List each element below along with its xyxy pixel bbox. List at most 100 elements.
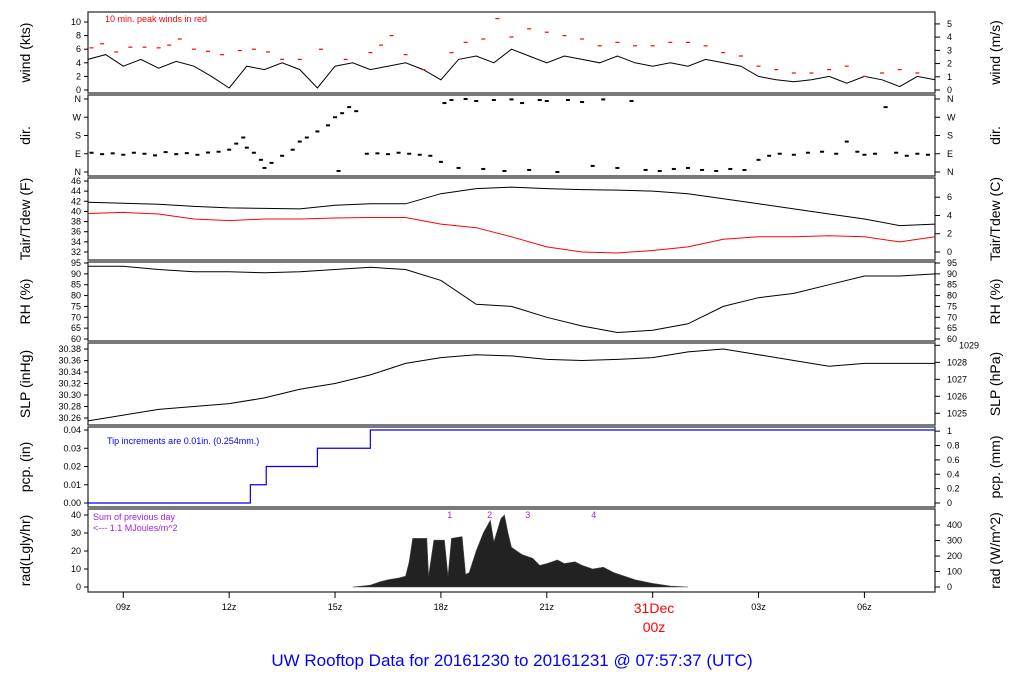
y-tick-label: 32 xyxy=(71,247,81,257)
dir-point xyxy=(520,102,525,105)
dir-point xyxy=(580,101,585,104)
rad-area xyxy=(352,514,689,588)
dir-point xyxy=(336,169,341,172)
y-axis-label: RH (%) xyxy=(17,279,33,325)
y-tick-label: N xyxy=(75,94,82,104)
y-axis-label: SLP (inHg) xyxy=(17,350,33,418)
y-tick-label-right: 65 xyxy=(947,323,957,333)
y-tick-label-right: 0 xyxy=(947,85,952,95)
dir-point xyxy=(700,168,705,171)
y-tick-label-right: 1 xyxy=(947,426,952,436)
dir-point xyxy=(131,151,136,154)
y-axis-label-right: pcp. (mm) xyxy=(987,436,1003,499)
dir-point xyxy=(184,152,189,155)
y-tick-label: 40 xyxy=(71,206,81,216)
y-tick-label-right: 1026 xyxy=(947,391,967,401)
y-tick-label: 42 xyxy=(71,196,81,206)
date-marker-hour: 00z xyxy=(643,619,666,635)
pcp-line xyxy=(88,429,935,504)
rad-marker-label: 1 xyxy=(447,510,452,520)
dir-point xyxy=(491,99,496,102)
dir-point xyxy=(375,152,380,155)
dir-point xyxy=(862,153,867,156)
y-tick-label: 30.38 xyxy=(58,344,81,354)
panel-frame xyxy=(87,177,936,261)
wind-speed-line xyxy=(87,48,936,89)
dir-point xyxy=(728,167,733,170)
dir-point xyxy=(100,153,105,156)
y-tick-label: 38 xyxy=(71,217,81,227)
dir-point xyxy=(234,142,239,145)
y-tick-label: 44 xyxy=(71,186,81,196)
dir-point xyxy=(142,152,147,155)
y-tick-label-right: W xyxy=(947,112,956,122)
x-tick-label: 18z xyxy=(434,602,449,612)
dir-point xyxy=(354,110,359,113)
dir-point xyxy=(537,99,542,102)
dir-point xyxy=(297,140,302,143)
dir-point xyxy=(241,136,246,139)
dir-point xyxy=(509,98,514,101)
dir-point xyxy=(262,166,267,169)
dir-point xyxy=(555,171,560,173)
dir-point xyxy=(449,99,454,102)
dir-point xyxy=(883,106,888,109)
dir-point xyxy=(340,112,345,115)
panel-pcp: pcp. (in) pcp. (mm) 0.00 0.01 0.02 0.03 0.04 0 0… xyxy=(17,425,1003,508)
dir-point xyxy=(834,152,839,155)
y-axis-label-right: RH (%) xyxy=(987,279,1003,325)
y-tick-label: 0.02 xyxy=(63,462,81,472)
y-tick-label: 30.26 xyxy=(58,413,81,423)
y-tick-label-right: 4 xyxy=(947,210,952,220)
y-tick-label-right: 3 xyxy=(947,45,952,55)
y-axis-label: rad(Lgly/hr) xyxy=(17,515,33,587)
dir-point xyxy=(791,153,796,156)
dir-point xyxy=(742,168,747,171)
y-tick-label: 2 xyxy=(76,71,81,81)
y-tick-label: 10 xyxy=(71,564,81,574)
dir-point xyxy=(174,153,179,156)
y-tick-label-right: 1027 xyxy=(947,374,967,384)
dir-point xyxy=(643,168,648,171)
y-tick-label: 34 xyxy=(71,237,81,247)
y-tick-label-right: E xyxy=(947,149,953,159)
y-tick-label: 6 xyxy=(76,44,81,54)
y-tick-label: 30.30 xyxy=(58,390,81,400)
dir-point xyxy=(844,140,849,143)
dir-point xyxy=(347,106,352,109)
dir-point xyxy=(590,164,595,167)
y-axis-label: Tair/Tdew (F) xyxy=(17,178,33,260)
rad-marker-label: 4 xyxy=(591,510,596,520)
y-tick-label-right: 0 xyxy=(947,247,952,257)
rad-marker-label: 3 xyxy=(525,510,530,520)
x-tick-label: 06z xyxy=(857,602,872,612)
dir-point xyxy=(304,136,309,139)
y-tick-label: 20 xyxy=(71,546,81,556)
rad-annotation-sum: Sum of previous day xyxy=(93,512,176,522)
dir-point xyxy=(290,148,295,151)
y-tick-label: W xyxy=(73,112,82,122)
y-tick-label: 36 xyxy=(71,227,81,237)
y-tick-label: 4 xyxy=(76,58,81,68)
dir-point xyxy=(269,161,274,164)
dir-point xyxy=(153,154,158,157)
y-tick-label-right: 80 xyxy=(947,291,957,301)
y-axis-label-right: SLP (hPa) xyxy=(987,352,1003,416)
dir-point xyxy=(601,98,606,101)
x-tick-label: 21z xyxy=(540,602,555,612)
y-axis-label: dir. xyxy=(17,126,33,145)
y-tick-label: 0 xyxy=(76,582,81,592)
dir-point xyxy=(777,152,782,155)
y-tick-label-right: S xyxy=(947,131,953,141)
y-tick-label: 8 xyxy=(76,31,81,41)
y-tick-label-right: N xyxy=(947,94,954,104)
y-tick-label: 60 xyxy=(71,334,81,344)
pcp-annotation: Tip increments are 0.01in. (0.254mm.) xyxy=(107,436,259,446)
dir-point xyxy=(251,151,256,154)
y-tick-label-right: 1 xyxy=(947,72,952,82)
chart-title: UW Rooftop Data for 20161230 to 20161231… xyxy=(271,651,752,670)
y-tick-label: 70 xyxy=(71,312,81,322)
wind-annotation: 10 min. peak winds in red xyxy=(105,14,207,24)
